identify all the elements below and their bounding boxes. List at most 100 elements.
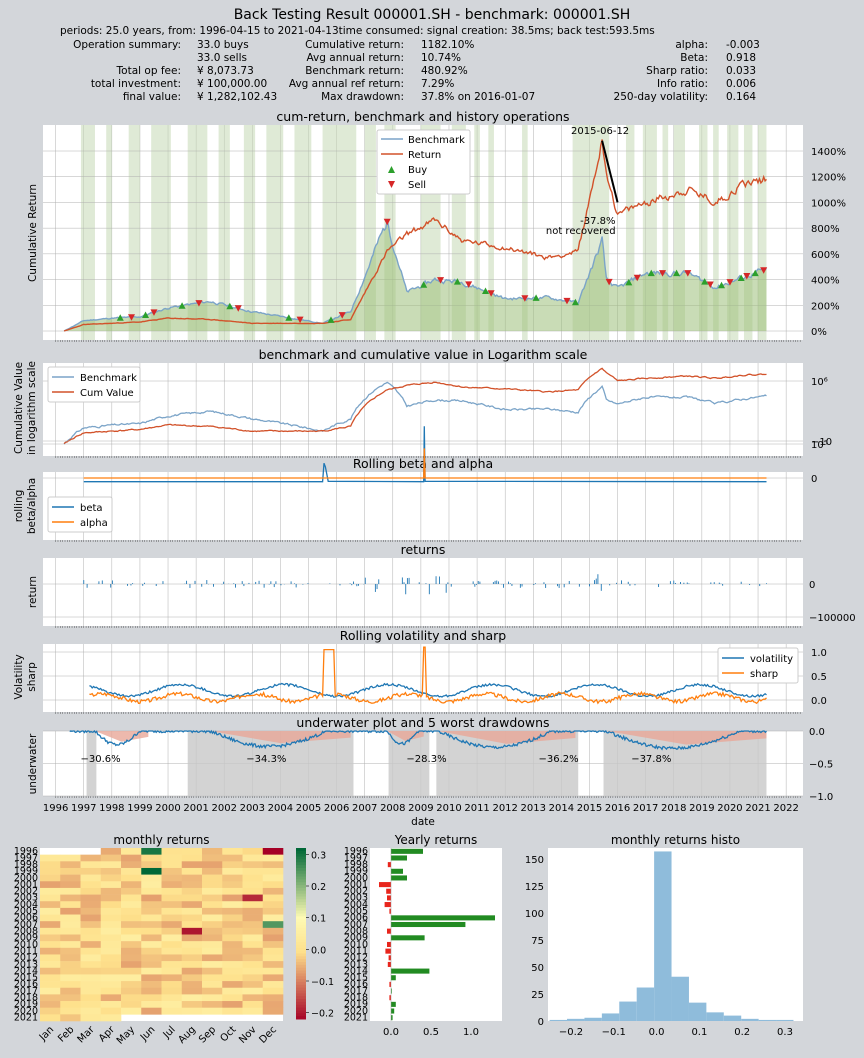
summary-value: 480.92% <box>421 65 468 77</box>
heatmap-cell <box>60 941 81 949</box>
heatmap-cell <box>141 954 162 962</box>
heatmap-cell <box>60 881 81 889</box>
panel-cum-title: cum-return, benchmark and history operat… <box>276 109 569 124</box>
heatmap-cell <box>80 887 102 895</box>
heatmap-month-label: Nov <box>237 1024 259 1046</box>
yearly-year-label: 2010 <box>344 939 368 950</box>
x-tick-label: 1997 <box>71 803 96 814</box>
heatmap-cell <box>181 914 203 922</box>
drawdown-label: −36.2% <box>538 754 578 765</box>
buy-marker <box>453 278 461 285</box>
x-tick-label: 2007 <box>352 803 377 814</box>
summary-label: Cumulative return: <box>305 39 404 51</box>
heatmap-cell <box>60 1014 81 1022</box>
yearly-year-label: 2020 <box>344 1006 368 1017</box>
legend-label: beta <box>80 503 103 514</box>
heatmap-cell <box>100 887 122 895</box>
heatmap-cell <box>222 974 243 982</box>
peak-annotation: 2015-06-12 <box>571 126 629 137</box>
heatmap-cell <box>262 914 284 922</box>
vol-legend <box>717 647 799 684</box>
heatmap-cell <box>60 927 81 935</box>
yearly-bar <box>387 941 391 948</box>
heatmap-cell <box>262 961 284 969</box>
heatmap-cell <box>121 848 142 855</box>
heatmap-cell <box>202 994 223 1002</box>
histo-y-tick: 150 <box>525 855 544 866</box>
summary-label: Sharp ratio: <box>646 65 708 77</box>
heatmap-cell <box>161 1007 183 1015</box>
heatmap-month-label: Aug <box>176 1024 198 1046</box>
heatmap-month-label: Mar <box>76 1024 98 1046</box>
y-tick-label: 800% <box>811 224 840 235</box>
heatmap-cell <box>181 867 203 875</box>
heatmap-cell <box>181 874 203 882</box>
buy-marker <box>718 281 726 289</box>
hold-period-band <box>673 125 685 340</box>
heatmap-cell <box>222 854 243 862</box>
yearly-bar <box>391 855 407 861</box>
heatmap-cell <box>80 941 102 949</box>
heatmap-cell <box>60 907 81 915</box>
heatmap-cell <box>40 894 61 902</box>
yearly-year-label: 2002 <box>344 886 368 897</box>
heatmap-cell <box>121 981 142 989</box>
drawdown-label: −34.3% <box>246 754 286 765</box>
heatmap-cell <box>202 861 223 869</box>
drawdown-annotation: -37.8% <box>580 216 615 227</box>
heatmap-cell <box>262 947 284 955</box>
heatmap-cell <box>121 941 142 949</box>
summary-value: 0.164 <box>726 91 756 103</box>
heatmap-cell <box>161 894 183 902</box>
heatmap-year-label: 2010 <box>14 939 38 950</box>
heatmap-cell <box>222 861 243 869</box>
heatmap-cell <box>60 1007 81 1015</box>
uw-ylabel: underwater <box>27 733 39 794</box>
x-tick-label: 2014 <box>549 803 574 814</box>
legend-label: Return <box>408 150 441 161</box>
colorbar-segment <box>296 910 306 915</box>
sell-marker <box>296 316 304 324</box>
yearly-bar <box>391 1008 395 1014</box>
yearly-bar <box>385 948 391 954</box>
heatmap-cell <box>80 961 102 969</box>
y-tick-label: 1400% <box>811 147 846 158</box>
heatmap-cell <box>100 947 122 955</box>
yearly-bar <box>391 848 423 854</box>
colorbar-segment <box>296 1010 306 1014</box>
heatmap-cell <box>60 987 81 995</box>
yearly-year-label: 2016 <box>344 979 368 990</box>
panel-ret-bg <box>43 558 803 626</box>
yearly-year-label: 2007 <box>344 919 368 930</box>
buy-marker <box>673 269 681 277</box>
summary-value: 1182.10% <box>421 39 474 51</box>
figure-title: Back Testing Result 000001.SH - benchmar… <box>234 7 631 23</box>
heatmap-cell <box>181 981 203 989</box>
sell-marker <box>684 270 692 277</box>
heatmap-year-label: 1997 <box>14 853 38 864</box>
heatmap-cell <box>80 1007 102 1015</box>
y-tick-label: 0% <box>811 327 827 338</box>
heatmap-cell <box>40 974 61 982</box>
heatmap-cell <box>242 874 264 882</box>
sell-marker <box>706 281 714 288</box>
x-axis-label: date <box>411 816 435 828</box>
x-tick-label: 2013 <box>521 803 546 814</box>
heatmap-cell <box>60 867 81 875</box>
x-tick-label: 2000 <box>155 803 180 814</box>
histo-bar <box>758 1019 777 1021</box>
heatmap-cell <box>242 941 264 949</box>
heatmap-cell <box>161 974 183 982</box>
heatmap-cell <box>141 861 162 869</box>
heatmap-cell <box>161 981 183 989</box>
heatmap-cell <box>40 987 61 995</box>
histo-y-tick: 125 <box>525 882 544 893</box>
x-tick-label: 2001 <box>183 803 208 814</box>
heatmap-cell <box>60 961 81 969</box>
yearly-bar <box>391 968 430 974</box>
heatmap-cell <box>121 927 142 935</box>
summary-value: 10.74% <box>421 52 461 64</box>
heatmap-month-label: Jun <box>138 1024 158 1044</box>
yearly-x-tick: 0.5 <box>423 1027 439 1038</box>
sell-marker <box>338 312 346 319</box>
